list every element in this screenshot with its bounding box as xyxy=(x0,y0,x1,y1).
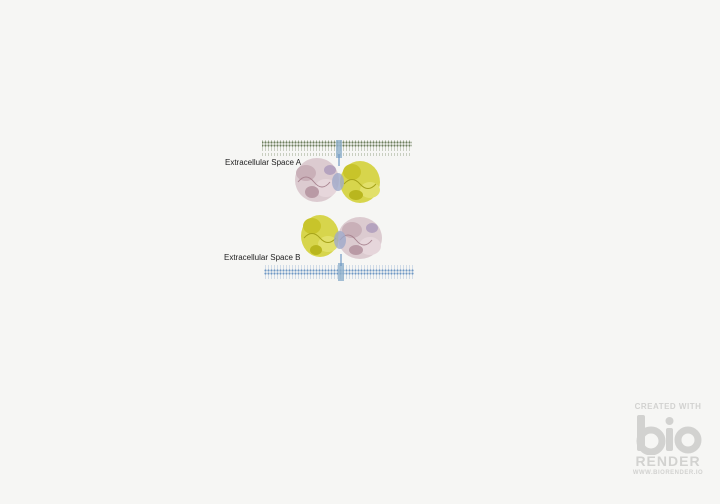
protein-yellow-lower xyxy=(301,215,339,257)
watermark-url: WWW.BIORENDER.IO xyxy=(632,470,704,476)
watermark-created-with: CREATED WITH xyxy=(634,402,702,411)
protein-pink-upper xyxy=(295,158,339,202)
watermark-render: RENDER xyxy=(635,453,701,469)
protein-complex-upper xyxy=(295,158,380,203)
biorender-watermark: CREATED WITH RENDER WWW.BIORENDER.IO xyxy=(630,402,706,492)
label-extracellular-space-a: Extracellular Space A xyxy=(225,158,302,167)
biorender-logo xyxy=(636,415,702,455)
protein-complex-lower xyxy=(301,215,382,259)
membrane-top xyxy=(262,140,412,166)
membrane-bottom xyxy=(264,254,414,281)
label-extracellular-space-b: Extracellular Space B xyxy=(224,253,301,262)
protein-yellow-upper xyxy=(340,161,380,203)
